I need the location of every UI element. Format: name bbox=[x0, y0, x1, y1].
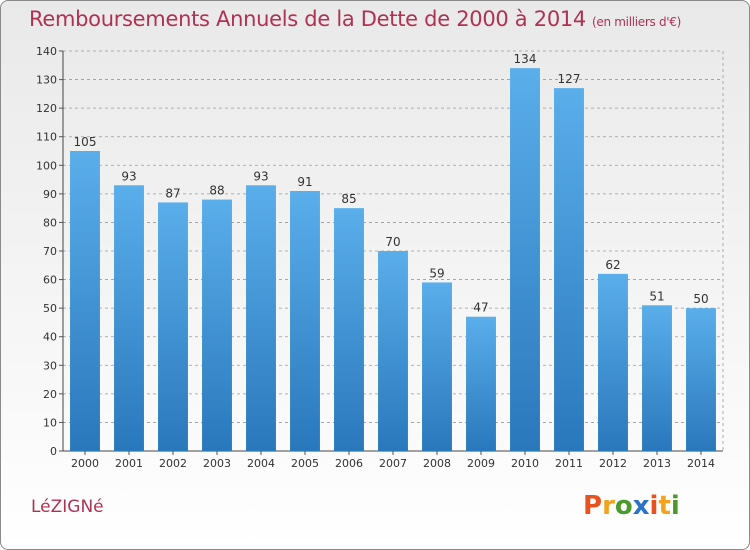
x-tick-label: 2011 bbox=[555, 457, 583, 470]
logo-letter: t bbox=[658, 491, 671, 521]
bar-value-label: 59 bbox=[429, 266, 444, 280]
logo-letter: i bbox=[670, 491, 680, 521]
bar bbox=[290, 191, 320, 451]
x-tick-label: 2002 bbox=[159, 457, 187, 470]
y-tick-label: 110 bbox=[36, 131, 57, 144]
y-tick-label: 100 bbox=[36, 159, 57, 172]
logo-letter: i bbox=[649, 491, 659, 521]
bar-value-label: 127 bbox=[558, 72, 581, 86]
y-tick-label: 70 bbox=[43, 245, 57, 258]
x-tick-label: 2003 bbox=[203, 457, 231, 470]
bar bbox=[510, 68, 540, 452]
bar bbox=[686, 308, 716, 451]
y-tick-label: 30 bbox=[43, 359, 57, 372]
logo-letter: x bbox=[632, 491, 650, 521]
bar bbox=[158, 202, 188, 451]
y-tick-label: 20 bbox=[43, 388, 57, 401]
x-tick-label: 2008 bbox=[423, 457, 451, 470]
bar-value-label: 87 bbox=[165, 186, 180, 200]
bars bbox=[70, 68, 716, 452]
x-tick-label: 2010 bbox=[511, 457, 539, 470]
y-tick-label: 140 bbox=[36, 45, 57, 58]
bar bbox=[378, 251, 408, 451]
bar-value-label: 91 bbox=[297, 175, 312, 189]
bar bbox=[422, 282, 452, 451]
bar bbox=[466, 316, 496, 451]
bar-value-label: 62 bbox=[605, 258, 620, 272]
x-tick-label: 2004 bbox=[247, 457, 275, 470]
bar bbox=[202, 199, 232, 451]
chart-title-text: Remboursements Annuels de la Dette de 20… bbox=[29, 7, 586, 31]
x-tick-label: 2000 bbox=[71, 457, 99, 470]
bar-value-label: 47 bbox=[473, 301, 488, 315]
x-tick-label: 2007 bbox=[379, 457, 407, 470]
chart-unit-label: (en milliers d'€) bbox=[592, 15, 682, 29]
bar bbox=[642, 305, 672, 451]
proxiti-logo[interactable]: Proxiti bbox=[583, 491, 680, 521]
chart-title: Remboursements Annuels de la Dette de 20… bbox=[29, 7, 681, 31]
logo-letter: o bbox=[614, 491, 633, 521]
bar bbox=[246, 185, 276, 452]
bar-value-label: 88 bbox=[209, 184, 224, 198]
logo-letter: r bbox=[602, 491, 615, 521]
x-tick-label: 2009 bbox=[467, 457, 495, 470]
bar-value-label: 93 bbox=[121, 169, 136, 183]
y-tick-label: 130 bbox=[36, 74, 57, 87]
bar-value-label: 70 bbox=[385, 235, 400, 249]
y-tick-label: 80 bbox=[43, 216, 57, 229]
data-labels: 105 93 87 88 93 91 85 70 59 47 134 127 62 51 50 bbox=[74, 52, 709, 315]
x-tick-label: 2006 bbox=[335, 457, 363, 470]
x-tick-label: 2014 bbox=[687, 457, 715, 470]
x-tick-label: 2013 bbox=[643, 457, 671, 470]
y-tick-label: 10 bbox=[43, 416, 57, 429]
axes: 0 10 20 30 40 50 60 70 80 90 100 110 120 130 140 2000 20… bbox=[36, 45, 723, 470]
logo-letter: P bbox=[583, 491, 603, 521]
bar-value-label: 134 bbox=[514, 52, 537, 66]
y-tick-label: 50 bbox=[43, 302, 57, 315]
bar bbox=[70, 151, 100, 451]
y-tick-label: 40 bbox=[43, 331, 57, 344]
x-tick-label: 2001 bbox=[115, 457, 143, 470]
y-tick-label: 60 bbox=[43, 274, 57, 287]
y-tick-label: 120 bbox=[36, 102, 57, 115]
y-tick-label: 0 bbox=[50, 445, 57, 458]
bar-value-label: 51 bbox=[649, 289, 664, 303]
x-tick-label: 2012 bbox=[599, 457, 627, 470]
bar bbox=[334, 208, 364, 451]
bar bbox=[554, 88, 584, 452]
bar-value-label: 50 bbox=[693, 292, 708, 306]
bar-value-label: 93 bbox=[253, 169, 268, 183]
bar bbox=[114, 185, 144, 452]
bar-value-label: 105 bbox=[74, 135, 97, 149]
bar bbox=[598, 273, 628, 451]
commune-name: LéZIGNé bbox=[31, 497, 104, 517]
y-tick-label: 90 bbox=[43, 188, 57, 201]
bar-value-label: 85 bbox=[341, 192, 356, 206]
x-tick-label: 2005 bbox=[291, 457, 319, 470]
